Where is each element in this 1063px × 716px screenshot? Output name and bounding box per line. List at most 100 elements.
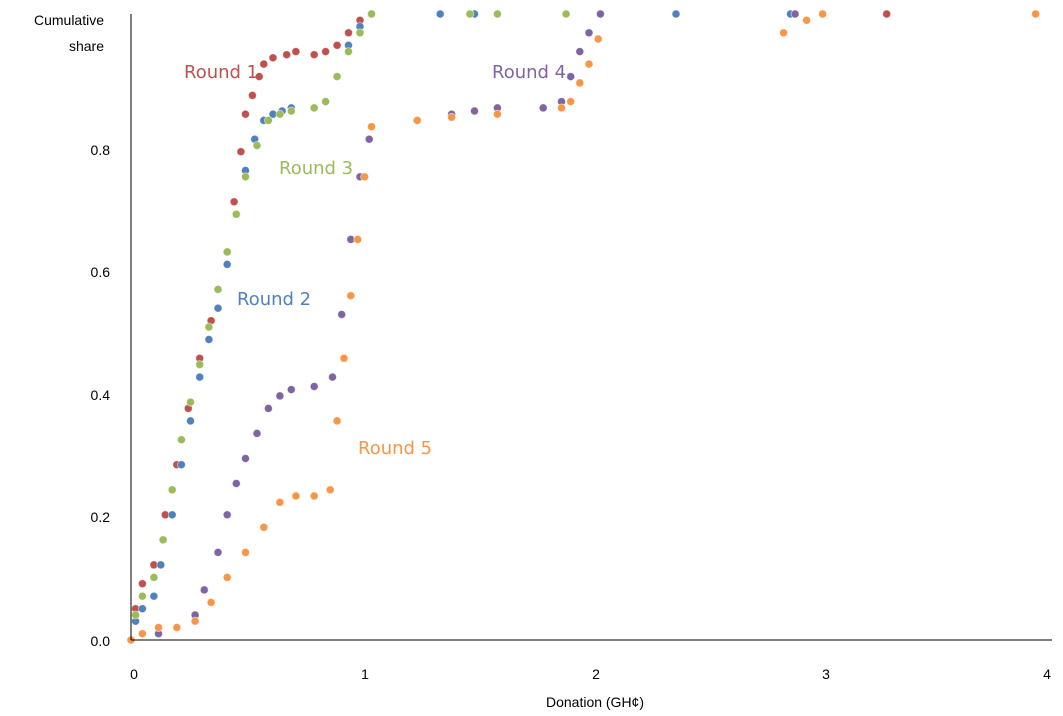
data-point	[465, 9, 475, 19]
data-point	[596, 9, 605, 19]
data-point	[252, 428, 262, 438]
data-point	[204, 335, 214, 344]
data-point	[231, 209, 241, 219]
data-point	[447, 112, 457, 122]
series-label-round-5: Round 5	[358, 438, 432, 459]
x-tick-label: 0	[130, 666, 138, 682]
data-point	[328, 372, 337, 382]
y-axis-title-line-1: Cumulative	[34, 12, 104, 28]
data-point	[275, 109, 285, 119]
series-label-round-3: Round 3	[279, 158, 353, 179]
y-tick-label: 0.2	[91, 509, 111, 525]
y-tick-label: 0.8	[91, 142, 111, 158]
data-point	[332, 416, 342, 426]
data-point	[222, 573, 232, 582]
data-point	[222, 259, 232, 269]
data-point	[309, 50, 319, 60]
data-point	[204, 322, 214, 332]
data-point	[291, 491, 301, 501]
data-point	[137, 579, 147, 589]
series-label-round-4: Round 4	[492, 62, 566, 83]
data-point	[263, 116, 273, 125]
series-round-2	[126, 9, 795, 645]
data-point	[206, 598, 216, 607]
data-point	[309, 103, 319, 113]
data-point	[790, 9, 800, 19]
data-point	[412, 116, 422, 125]
data-point	[492, 9, 502, 19]
data-point	[195, 360, 205, 370]
data-point	[575, 78, 585, 88]
data-point	[275, 391, 285, 401]
data-point	[282, 50, 292, 60]
data-point	[538, 103, 548, 113]
data-point	[332, 40, 342, 50]
data-point	[167, 510, 177, 520]
data-point	[241, 548, 250, 557]
data-point	[344, 28, 353, 38]
data-point	[435, 9, 445, 19]
data-point	[213, 548, 223, 557]
data-point	[158, 535, 168, 545]
x-tick-label: 3	[822, 666, 830, 682]
data-point	[286, 106, 296, 116]
data-point	[275, 497, 285, 507]
series-layer	[126, 9, 1040, 645]
data-point	[561, 9, 571, 19]
data-point	[332, 72, 342, 81]
data-point	[195, 372, 205, 382]
data-point	[137, 591, 147, 601]
data-point	[346, 291, 356, 301]
data-point	[593, 34, 603, 44]
data-point	[241, 109, 250, 119]
data-point	[286, 385, 296, 395]
data-point	[321, 47, 331, 56]
data-point	[337, 310, 347, 319]
data-point	[236, 147, 246, 157]
data-point	[247, 91, 257, 100]
data-point	[355, 28, 365, 38]
data-point	[557, 103, 566, 113]
y-axis-title-line-2: share	[69, 38, 104, 54]
data-point	[131, 610, 141, 620]
series-round-4	[154, 9, 827, 639]
data-point	[222, 247, 232, 257]
data-point	[367, 9, 376, 19]
data-point	[671, 9, 681, 19]
data-point	[268, 53, 278, 63]
series-round-3	[126, 9, 605, 645]
x-tick-label: 1	[361, 666, 369, 682]
x-tick-label: 4	[1043, 666, 1051, 682]
data-point	[199, 585, 209, 595]
data-point	[344, 47, 353, 56]
data-point	[149, 591, 159, 601]
data-point	[137, 629, 147, 639]
data-point	[566, 72, 576, 81]
data-point	[584, 59, 594, 69]
data-point	[172, 623, 182, 632]
data-point	[584, 28, 594, 38]
data-point	[492, 109, 502, 119]
data-point	[190, 616, 200, 626]
data-point	[566, 97, 576, 106]
data-point	[882, 9, 892, 19]
x-tick-label: 2	[592, 666, 600, 682]
data-point	[802, 15, 811, 25]
data-point	[367, 122, 376, 132]
data-point	[325, 485, 335, 495]
data-point	[291, 47, 301, 56]
y-tick-label: 0.4	[91, 387, 111, 403]
data-point	[309, 382, 319, 391]
y-tick-label: 0.6	[91, 264, 111, 280]
data-point	[241, 454, 250, 463]
data-point	[309, 491, 319, 501]
data-point	[137, 604, 147, 614]
data-point	[176, 460, 186, 470]
data-point	[186, 397, 195, 407]
data-point	[154, 623, 163, 632]
data-point	[222, 510, 232, 520]
data-point	[364, 134, 374, 144]
data-point	[176, 435, 186, 445]
data-point	[213, 303, 223, 313]
